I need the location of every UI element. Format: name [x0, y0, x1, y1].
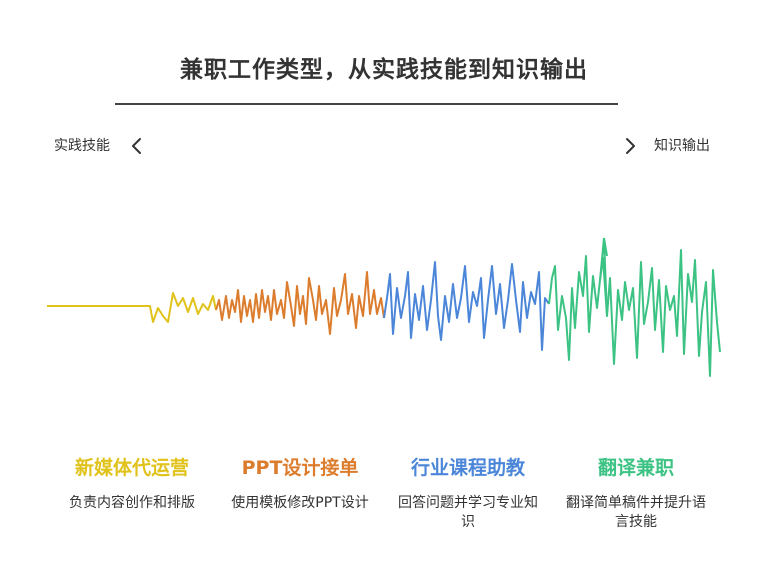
category-translation: 翻译兼职 翻译简单稿件并提升语言技能: [551, 452, 721, 532]
waveform-segment-ppt-design: [215, 271, 385, 335]
category-title: 行业课程助教: [410, 457, 525, 479]
waveform-segment-translation: [548, 249, 721, 377]
title-divider: [115, 103, 618, 105]
category-desc: 翻译简单稿件并提升语言技能: [566, 495, 706, 530]
page-title: 兼职工作类型，从实践技能到知识输出: [180, 57, 588, 83]
axis-left-label: 实践技能: [54, 138, 110, 154]
category-new-media: 新媒体代运营 负责内容创作和排版: [47, 452, 217, 513]
category-desc: 负责内容创作和排版: [69, 495, 195, 511]
category-desc: 回答问题并学习专业知识: [398, 495, 538, 530]
category-ppt-design: PPT设计接单 使用模板修改PPT设计: [215, 452, 385, 513]
chevron-left-icon: [132, 138, 141, 154]
axis-right-label: 知识输出: [654, 138, 710, 154]
category-title: 新媒体代运营: [74, 457, 189, 479]
category-title: 翻译兼职: [597, 457, 674, 479]
category-desc: 使用模板修改PPT设计: [231, 495, 369, 511]
category-course-assistant: 行业课程助教 回答问题并学习专业知识: [383, 452, 553, 532]
chevron-right-icon: [626, 138, 635, 154]
waveform-segment-course-assistant: [383, 261, 550, 351]
waveform-segment-new-media: [47, 292, 217, 323]
category-title: PPT设计接单: [241, 457, 359, 479]
